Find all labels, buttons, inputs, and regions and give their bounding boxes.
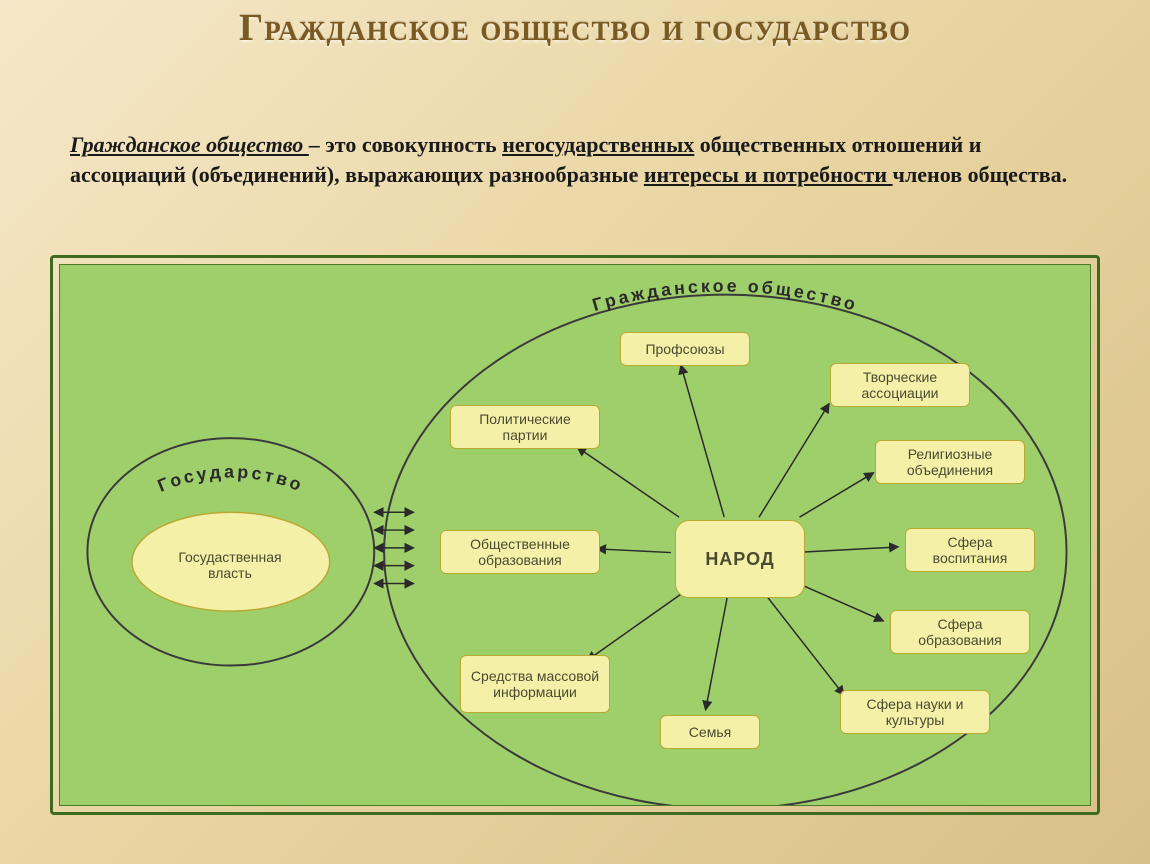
definition-underline-2: интересы и потребности (644, 162, 893, 187)
edge-to-media (587, 594, 681, 660)
diagram-frame: Государство Гражданское общество Госудас… (50, 255, 1100, 815)
diagram-inner: Государство Гражданское общество Госудас… (59, 264, 1091, 806)
center-node-people: НАРОД (675, 520, 805, 598)
definition-text-1: – это совокупность (309, 132, 502, 157)
edge-to-science (765, 594, 844, 695)
society-arc-label: Гражданское общество (590, 276, 861, 315)
edge-to-family (706, 594, 728, 710)
node-creative: Творческие ассоциации (830, 363, 970, 407)
definition-paragraph: Гражданское общество – это совокупность … (70, 130, 1080, 189)
edge-to-education_org (597, 549, 671, 553)
node-parties: Политические партии (450, 405, 600, 449)
node-upbringing: Сфера воспитания (905, 528, 1035, 572)
state-arc-label: Государство (155, 462, 307, 496)
edge-to-unions (681, 365, 724, 517)
node-unions: Профсоюзы (620, 332, 750, 366)
node-media: Средства массовой информации (460, 655, 610, 713)
edge-to-creative (759, 403, 829, 517)
node-edu_sphere: Сфера образования (890, 610, 1030, 654)
edge-to-religious (800, 473, 874, 518)
definition-underline-1: негосударственных (502, 132, 694, 157)
slide-title: Гражданское общество и государство (0, 8, 1150, 50)
state-power-label: Госудаственная власть (155, 543, 305, 587)
edge-to-upbringing (800, 547, 899, 552)
definition-term: Гражданское общество (70, 132, 309, 157)
node-religious: Религиозные объединения (875, 440, 1025, 484)
node-science: Сфера науки и культуры (840, 690, 990, 734)
edge-to-edu_sphere (800, 584, 884, 621)
edge-to-parties (577, 447, 679, 517)
definition-text-3: членов общества. (893, 162, 1068, 187)
node-family: Семья (660, 715, 760, 749)
bidirectional-arrows (374, 512, 414, 583)
node-education_org: Общественные образования (440, 530, 600, 574)
